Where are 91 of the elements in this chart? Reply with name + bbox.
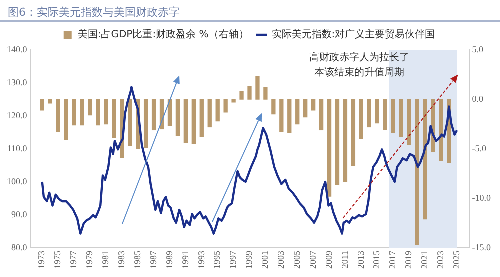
bar [184,99,188,144]
bar [399,99,404,138]
x-tick-label: 1995 [212,250,222,269]
x-tick-label: 1979 [84,250,95,269]
y2-tick-label: 5.0 [472,44,484,54]
bar [383,99,388,131]
bar [240,91,244,100]
bar [280,99,284,132]
x-tick-label: 1991 [180,251,190,269]
bar [335,99,340,185]
bar [48,99,52,104]
x-tick-label: 1999 [244,250,254,269]
x-tick-label: 1973 [36,250,47,269]
bar [351,99,356,166]
bar [288,99,292,134]
bar [304,99,308,118]
x-tick-label: 2003 [276,250,286,269]
bar [144,99,148,148]
bar [359,99,364,140]
y-tick-label: 120.0 [7,110,28,120]
x-tick-label: 2011 [340,251,350,269]
bar [327,99,332,197]
bar [104,99,108,125]
x-tick-label: 2025 [451,250,462,269]
x-tick-label: 1989 [164,250,174,269]
bar [407,99,412,146]
bar [375,99,380,124]
x-tick-label: 1993 [196,250,206,269]
legend-label: 美国:占GDP比重:财政盈余 %（右轴） [78,28,249,41]
bar [96,99,100,126]
y-tick-label: 130.0 [7,77,28,88]
bar [319,99,324,131]
y-tick-label: 90.0 [12,209,28,220]
y2-tick-label: 0.0 [472,94,484,104]
chart-title: 图6：实际美元指数与美国财政赤字 [0,0,500,22]
x-tick-label: 2019 [404,250,414,269]
bar [272,99,276,115]
x-tick-label: 1997 [228,250,238,269]
x-tick-label: 2009 [324,250,334,269]
bar [248,86,252,100]
annotation: 本该结束的升值周期 [314,66,404,79]
bar [168,99,172,127]
x-tick-label: 1981 [100,251,111,269]
y-tick-label: 110.0 [7,143,28,154]
y2-tick-label: -10.0 [472,192,492,203]
x-tick-label: 1985 [132,250,142,269]
bar [423,99,428,220]
y2-tick-label: -5.0 [472,143,487,154]
bar [232,99,236,103]
bar [208,99,212,128]
annotation: 高财政赤字人为拉长了 [310,52,410,64]
bar [56,99,60,132]
x-tick-label: 2001 [260,251,270,269]
bar [256,76,260,100]
x-tick-label: 2015 [372,250,382,269]
x-tick-label: 2021 [420,251,430,269]
bar [192,99,196,144]
bar [391,99,396,134]
x-tick-label: 1977 [68,250,79,269]
x-tick-label: 2013 [356,250,366,269]
x-tick-label: 2023 [436,250,446,269]
bar [128,99,132,146]
x-tick-label: 2007 [308,250,318,269]
bar [216,99,220,122]
bar [439,99,444,162]
bar [367,99,372,128]
bar [64,99,68,140]
y-tick-label: 80.0 [12,242,28,252]
bar [415,99,420,246]
x-tick-label: 1983 [116,250,126,269]
bar [296,99,300,125]
y-tick-label: 100.0 [7,176,28,186]
bar [200,99,204,138]
y-tick-label: 140.0 [7,44,28,54]
bar [176,99,180,136]
x-tick-label: 2017 [388,250,398,269]
bar [224,99,228,113]
bar [311,99,316,111]
bar [72,99,76,126]
bar [88,99,92,116]
y2-tick-label: -15.0 [472,242,492,252]
bar [112,99,116,138]
bar [152,99,156,131]
bar [80,99,84,126]
bar [343,99,348,182]
legend-label: 实际美元指数:对广义主要贸易伙伴国 [272,28,436,41]
x-tick-label: 1987 [148,250,158,269]
bar [40,99,44,111]
bar [264,87,268,100]
x-tick-label: 2005 [292,250,302,269]
x-tick-label: 1975 [52,250,63,269]
